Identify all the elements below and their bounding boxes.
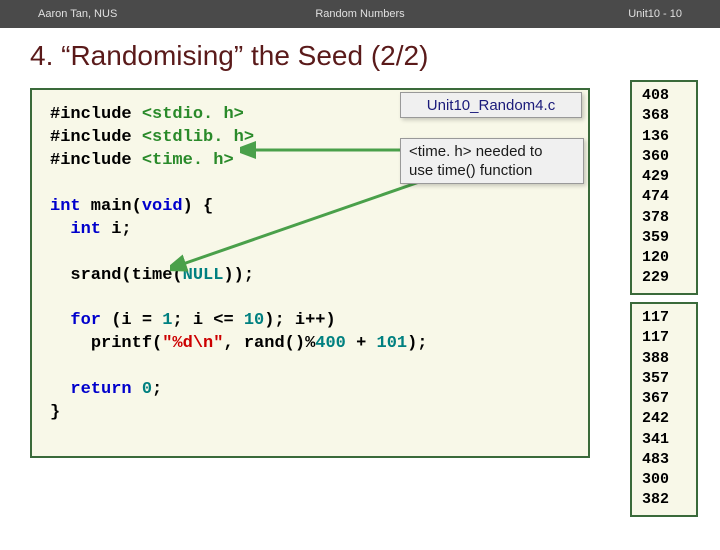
code-printf-a: printf( [91, 334, 162, 353]
code-return-semi: ; [152, 380, 162, 399]
code-include1-hdr: <stdio. h> [142, 105, 244, 124]
code-for-f: ); i++) [264, 311, 335, 330]
header-author: Aaron Tan, NUS [38, 8, 117, 20]
code-srand-c: )); [223, 266, 254, 285]
output-row: 242 [642, 409, 686, 429]
code-for-d: ; i <= [172, 311, 243, 330]
code-printf-c: , rand()% [223, 334, 315, 353]
output-row: 117 [642, 308, 686, 328]
output-row: 368 [642, 106, 686, 126]
output-box-2: 117 117 388 357 367 242 341 483 300 382 [630, 302, 698, 517]
code-main-void: void [142, 197, 183, 216]
content-area: #include <stdio. h> #include <stdlib. h>… [0, 80, 720, 550]
code-close-brace: } [50, 402, 570, 425]
output-row: 360 [642, 147, 686, 167]
code-include2-kw: #include [50, 128, 142, 147]
output-box-1: 408 368 136 360 429 474 378 359 120 229 [630, 80, 698, 295]
code-printf-e: + [346, 334, 377, 353]
code-main-name: main( [81, 197, 142, 216]
output-row: 378 [642, 208, 686, 228]
code-include3-kw: #include [50, 151, 142, 170]
code-include1-kw: #include [50, 105, 142, 124]
output-row: 359 [642, 228, 686, 248]
header-unit: Unit10 - 10 [628, 8, 682, 20]
output-row: 357 [642, 369, 686, 389]
code-main-int: int [50, 197, 81, 216]
code-printf-fmt: "%d\n" [162, 334, 223, 353]
output-row: 382 [642, 490, 686, 510]
output-row: 341 [642, 430, 686, 450]
slide-title: 4. “Randomising” the Seed (2/2) [0, 28, 720, 80]
code-for-10: 10 [244, 311, 264, 330]
code-include3-hdr: <time. h> [142, 151, 234, 170]
code-srand-a: srand(time( [70, 266, 182, 285]
output-row: 367 [642, 389, 686, 409]
callout-timeh-line1: <time. h> needed to [409, 143, 575, 162]
header-bar: Aaron Tan, NUS Random Numbers Unit10 - 1… [0, 0, 720, 28]
output-row: 483 [642, 450, 686, 470]
code-for-1: 1 [162, 311, 172, 330]
output-row: 229 [642, 268, 686, 288]
callout-timeh: <time. h> needed to use time() function [400, 138, 584, 184]
output-row: 429 [642, 167, 686, 187]
code-decl-int: int [70, 220, 101, 239]
code-main-paren: ) { [183, 197, 214, 216]
output-row: 408 [642, 86, 686, 106]
output-row: 388 [642, 349, 686, 369]
code-printf-g: ); [407, 334, 427, 353]
code-for-kw: for [70, 311, 101, 330]
output-row: 120 [642, 248, 686, 268]
code-include2-hdr: <stdlib. h> [142, 128, 254, 147]
code-for-b: (i = [101, 311, 162, 330]
code-printf-101: 101 [377, 334, 408, 353]
code-printf-400: 400 [315, 334, 346, 353]
callout-filename: Unit10_Random4.c [400, 92, 582, 118]
code-return-kw: return [70, 380, 141, 399]
output-row: 117 [642, 328, 686, 348]
code-srand-null: NULL [183, 266, 224, 285]
output-row: 136 [642, 127, 686, 147]
callout-timeh-line2: use time() function [409, 162, 575, 181]
output-row: 300 [642, 470, 686, 490]
code-decl-var: i; [101, 220, 132, 239]
output-row: 474 [642, 187, 686, 207]
code-return-0: 0 [142, 380, 152, 399]
header-topic: Random Numbers [315, 8, 404, 20]
